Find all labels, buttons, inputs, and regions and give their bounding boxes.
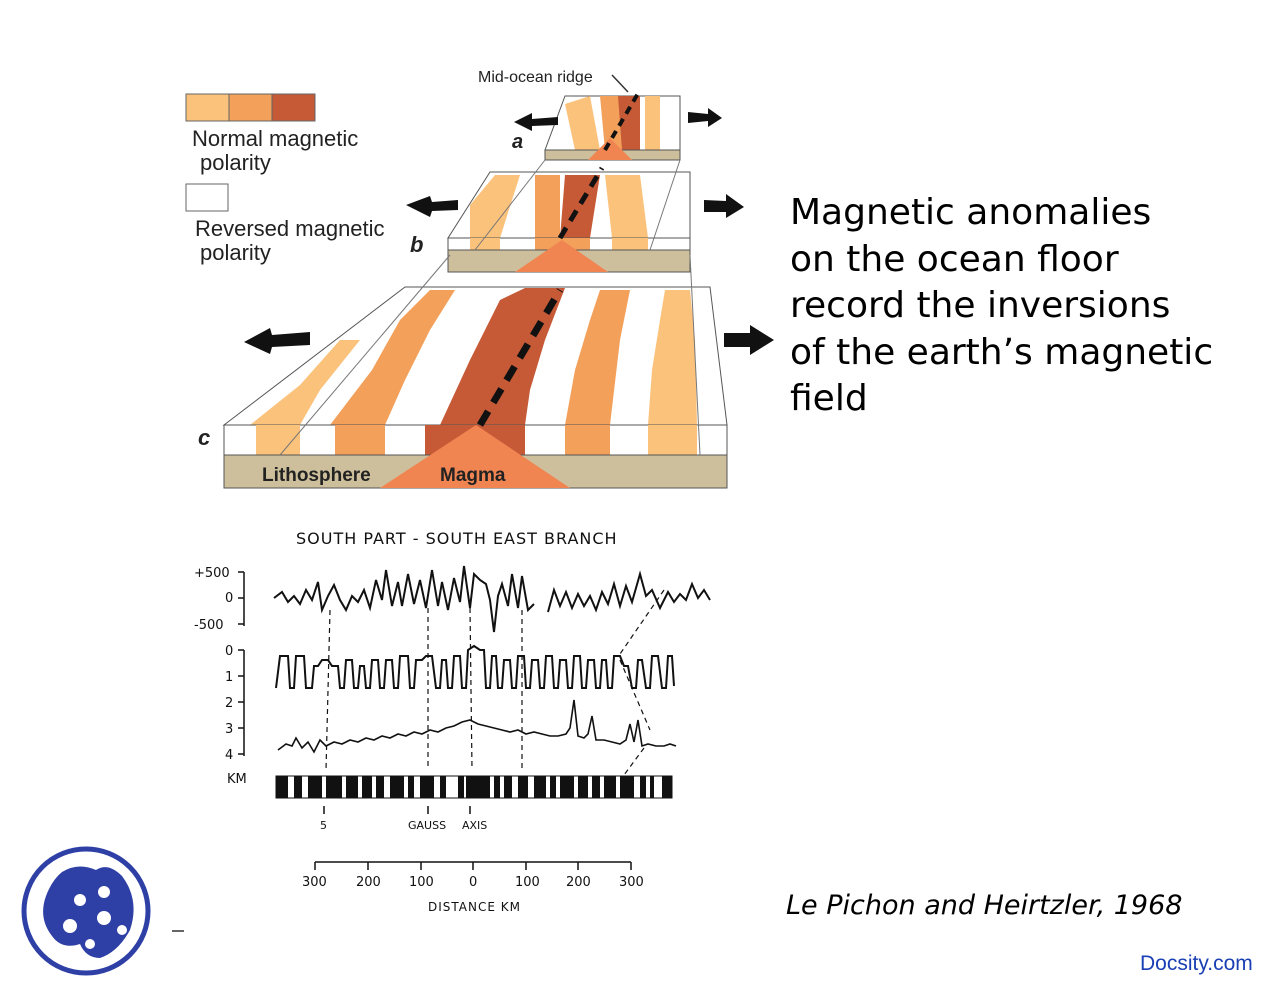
block-b: b [406,159,744,273]
block-c: c Lithosphere Magma [198,254,774,489]
arrow-right-icon [724,325,774,355]
magnetic-profile: SOUTH PART - SOUTH EAST BRANCH +500 0 -5… [194,529,711,914]
stage-c-label: c [198,425,210,450]
y-tick-depth: 0 [225,644,233,659]
lithosphere-label: Lithosphere [262,465,371,486]
x-tick: 200 [356,875,381,890]
docsity-logo [21,846,184,976]
arrow-right-icon [704,194,744,218]
arrow-right-icon [688,108,722,127]
legend-reversed-label-2: polarity [200,240,271,265]
arrow-left-icon [406,196,458,217]
legend-normal-swatch-light [185,93,230,122]
x-tick: 200 [566,875,591,890]
marker-label: AXIS [462,819,487,832]
y-tick-depth: 4 [225,748,233,763]
legend-normal-label-1: Normal magnetic [192,126,358,151]
km-label: KM [227,772,247,787]
y-tick-top: -500 [194,618,224,633]
block-a: Mid-ocean ridge a [478,69,722,161]
x-tick: 300 [302,875,327,890]
profile-title: SOUTH PART - SOUTH EAST BRANCH [296,529,618,548]
caption-line: Magnetic anomalies [790,192,1152,233]
arrow-left-icon [244,328,310,354]
depth-trace [277,699,677,754]
docsity-link[interactable]: Docsity.com [1140,952,1253,975]
caption-line: of the earth’s magnetic [790,331,1214,373]
ridge-label: Mid-ocean ridge [478,69,593,86]
y-tick-top: +500 [194,566,230,581]
caption-line: on the ocean floor [790,238,1119,280]
caption-line: field [790,378,868,419]
x-tick: 0 [469,875,477,890]
y-tick-depth: 1 [225,670,233,685]
legend-normal-swatch-mid [228,93,273,122]
x-tick: 100 [515,875,540,890]
magnetic-anomaly-trace [547,570,711,613]
legend-reversed-swatch [185,183,229,212]
legend-reversed-label-1: Reversed magnetic [195,216,385,241]
x-tick: 300 [619,875,644,890]
slide-caption: Magnetic anomalies on the ocean floor re… [790,190,1260,423]
citation: Le Pichon and Heirtzler, 1968 [786,890,1183,921]
legend: Normal magnetic polarity Reversed magnet… [185,93,385,265]
caption-line: record the inversions [790,285,1171,326]
marker-label: GAUSS [408,819,446,832]
marker-label: 5 [320,819,327,832]
x-axis-label: DISTANCE KM [428,900,521,914]
stage-b-label: b [410,232,423,257]
y-tick-top: 0 [225,591,233,606]
legend-normal-label-2: polarity [200,150,271,175]
y-tick-depth: 3 [225,722,233,737]
model-profile-trace [275,644,675,689]
y-tick-depth: 2 [225,696,233,711]
magma-label: Magma [440,465,506,486]
legend-normal-swatch-dark [271,93,316,122]
stage-a-label: a [512,131,523,153]
x-tick: 100 [409,875,434,890]
magnetic-anomaly-trace [273,565,535,633]
arrow-left-icon [514,113,558,131]
polarity-bar-normal-segments [276,776,672,798]
